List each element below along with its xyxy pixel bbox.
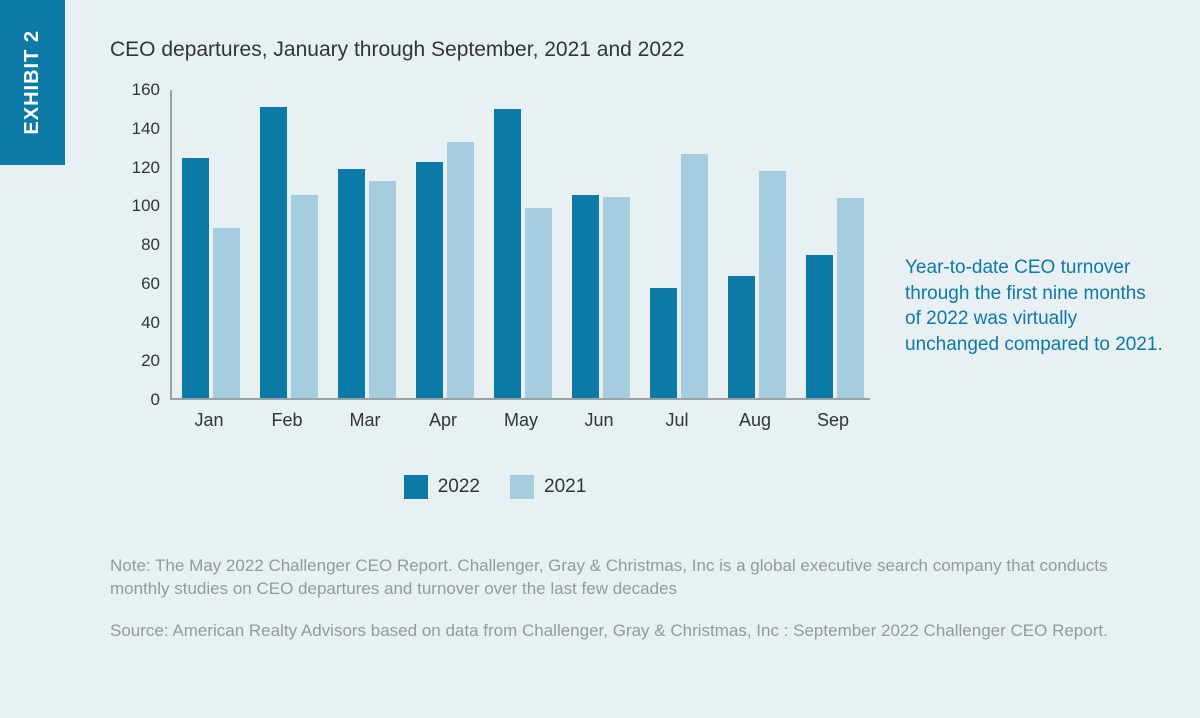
footnote-note: Note: The May 2022 Challenger CEO Report…	[110, 555, 1110, 601]
bar-2021-Jun	[603, 197, 630, 399]
legend-swatch-2022	[404, 475, 428, 499]
bar-2022-Feb	[260, 107, 287, 398]
exhibit-label: EXHIBIT 2	[21, 30, 44, 135]
bar-2022-Jun	[572, 195, 599, 398]
y-tick-label: 100	[110, 196, 160, 216]
x-tick-label: May	[482, 410, 560, 431]
y-tick-label: 20	[110, 351, 160, 371]
legend: 2022 2021	[110, 475, 880, 499]
legend-item-2022: 2022	[404, 475, 480, 499]
legend-label-2022: 2022	[438, 476, 480, 498]
x-tick-label: Sep	[794, 410, 872, 431]
bar-2021-Mar	[369, 181, 396, 398]
legend-label-2021: 2021	[544, 476, 586, 498]
bar-2021-Apr	[447, 142, 474, 398]
legend-swatch-2021	[510, 475, 534, 499]
y-tick-label: 140	[110, 119, 160, 139]
bar-2022-Apr	[416, 162, 443, 398]
bar-2021-Aug	[759, 171, 786, 398]
y-tick-label: 80	[110, 235, 160, 255]
y-tick-label: 120	[110, 158, 160, 178]
chart-title: CEO departures, January through Septembe…	[110, 38, 684, 62]
bar-2021-Jul	[681, 154, 708, 398]
y-tick-label: 60	[110, 274, 160, 294]
bar-2021-Feb	[291, 195, 318, 398]
footnote-source: Source: American Realty Advisors based o…	[110, 620, 1110, 643]
chart-area: 020406080100120140160JanFebMarAprMayJunJ…	[110, 90, 880, 450]
bar-2022-Aug	[728, 276, 755, 398]
bar-2022-Jul	[650, 288, 677, 398]
bar-2021-Jan	[213, 228, 240, 399]
callout-text: Year-to-date CEO turnover through the fi…	[905, 255, 1165, 358]
chart-plot	[170, 90, 870, 400]
x-tick-label: Jan	[170, 410, 248, 431]
x-tick-label: Feb	[248, 410, 326, 431]
bar-2022-Jan	[182, 158, 209, 398]
y-tick-label: 40	[110, 313, 160, 333]
x-tick-label: Aug	[716, 410, 794, 431]
exhibit-tab: EXHIBIT 2	[0, 0, 65, 165]
x-tick-label: Jul	[638, 410, 716, 431]
bar-2021-May	[525, 208, 552, 398]
legend-item-2021: 2021	[510, 475, 586, 499]
x-tick-label: Jun	[560, 410, 638, 431]
y-tick-label: 0	[110, 390, 160, 410]
bar-2021-Sep	[837, 198, 864, 398]
bar-2022-Sep	[806, 255, 833, 398]
bar-2022-May	[494, 109, 521, 398]
x-tick-label: Mar	[326, 410, 404, 431]
x-tick-label: Apr	[404, 410, 482, 431]
y-tick-label: 160	[110, 80, 160, 100]
bar-2022-Mar	[338, 169, 365, 398]
